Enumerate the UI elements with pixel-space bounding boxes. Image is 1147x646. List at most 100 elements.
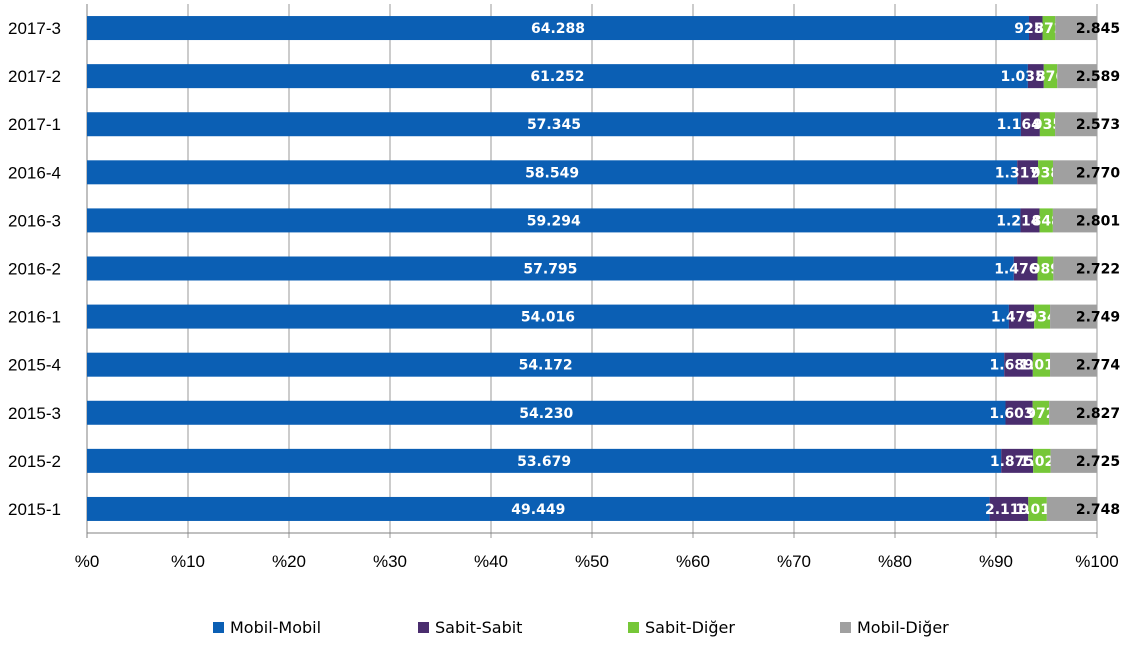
- data-label: 54.172: [519, 358, 573, 374]
- data-label: 2.119: [985, 502, 1029, 518]
- bar-3: [1042, 16, 1056, 41]
- bar-2: [1008, 304, 1035, 329]
- x-tick-label: %70: [777, 552, 811, 571]
- category-label: 2015-4: [8, 356, 61, 375]
- data-label: 1.603: [989, 406, 1033, 422]
- legend: Mobil-Mobil Sabit-Sabit Sabit-Diğer Mobil-D…: [0, 618, 1147, 642]
- legend-swatch: [213, 622, 224, 633]
- bar-3: [1032, 352, 1051, 377]
- legend-label: Mobil-Mobil: [230, 618, 322, 637]
- bar-2: [989, 496, 1029, 521]
- bar-4: [1050, 352, 1097, 377]
- legend-label: Sabit-Diğer: [645, 618, 735, 637]
- bar-1: [87, 304, 1009, 329]
- category-label: 2017-3: [8, 19, 61, 38]
- bar-1: [87, 64, 1028, 89]
- category-label: 2015-1: [8, 500, 61, 519]
- bar-4: [1055, 16, 1097, 41]
- x-tick-label: %40: [474, 552, 508, 571]
- data-label: 2.589: [1076, 69, 1120, 85]
- bar-1: [87, 496, 990, 521]
- bar-2: [1004, 352, 1033, 377]
- x-tick-label: %100: [1075, 552, 1118, 571]
- bar-4: [1052, 208, 1097, 233]
- data-label: 59.294: [527, 213, 581, 229]
- data-label: 2.770: [1076, 165, 1121, 181]
- category-label: 2017-1: [8, 115, 61, 134]
- data-label: 1.317: [995, 165, 1039, 181]
- bar-3: [1034, 304, 1051, 329]
- bar-2: [1027, 64, 1044, 89]
- category-label: 2016-2: [8, 260, 61, 279]
- x-tick-label: %90: [979, 552, 1013, 571]
- bar-3: [1033, 448, 1051, 473]
- bar-1: [87, 208, 1021, 233]
- bar-2: [1013, 256, 1038, 281]
- bar-2: [1001, 448, 1034, 473]
- data-label: 54.230: [519, 406, 573, 422]
- data-label: 934: [1027, 310, 1056, 326]
- bar-4: [1055, 112, 1097, 137]
- legend-swatch: [840, 622, 851, 633]
- bar-4: [1050, 448, 1097, 473]
- bar-4: [1049, 400, 1097, 425]
- bar-2: [1017, 160, 1039, 185]
- bar-3: [1038, 160, 1053, 185]
- x-tick-label: %50: [575, 552, 609, 571]
- data-label: 2.748: [1076, 502, 1120, 518]
- data-label: 57.345: [527, 117, 581, 133]
- data-label: 1.476: [994, 262, 1038, 278]
- data-label: 2.845: [1076, 21, 1120, 37]
- category-label: 2015-2: [8, 452, 61, 471]
- x-tick-label: %20: [272, 552, 306, 571]
- bar-4: [1057, 64, 1097, 89]
- bar-3: [1043, 64, 1058, 89]
- bar-4: [1053, 256, 1097, 281]
- legend-label: Sabit-Sabit: [435, 618, 523, 637]
- category-labels: 2017-3 2017-2 2017-1 2016-4 2016-3 2016-2 2016…: [8, 19, 61, 519]
- x-tick-label: %30: [373, 552, 407, 571]
- bar-2: [1028, 16, 1043, 41]
- bar-1: [87, 112, 1021, 137]
- x-tick-labels: %0 %10 %20 %30 %40 %50 %60 %70 %80 %90 %100: [75, 552, 1119, 571]
- data-label: 1.479: [991, 310, 1035, 326]
- x-tick-label: %60: [676, 552, 710, 571]
- bar-2: [1020, 112, 1040, 137]
- legend-label: Mobil-Diğer: [857, 618, 949, 637]
- x-tick-label: %0: [75, 552, 100, 571]
- bar-1: [87, 256, 1014, 281]
- data-label: 1.164: [997, 117, 1042, 133]
- data-label: 972: [1026, 406, 1055, 422]
- bar-3: [1037, 256, 1054, 281]
- bar-3: [1032, 400, 1050, 425]
- data-label: 938: [1031, 165, 1060, 181]
- bar-2: [1020, 208, 1040, 233]
- category-label: 2016-4: [8, 163, 61, 182]
- data-label: 989: [1031, 262, 1060, 278]
- category-label: 2016-3: [8, 211, 61, 230]
- category-label: 2017-2: [8, 67, 61, 86]
- data-label: 58.549: [525, 165, 579, 181]
- data-label: 2.827: [1076, 406, 1120, 422]
- data-label: 935: [1033, 117, 1062, 133]
- x-tick-label: %80: [878, 552, 912, 571]
- legend-item: Sabit-Sabit: [418, 618, 522, 637]
- bar-2: [1005, 400, 1033, 425]
- bar-4: [1052, 160, 1097, 185]
- data-label: 2.722: [1076, 262, 1120, 278]
- x-tick-label: %10: [171, 552, 205, 571]
- data-label: 53.679: [517, 454, 571, 470]
- category-label: 2016-1: [8, 308, 61, 327]
- data-label: 925: [1014, 21, 1043, 37]
- bar-1: [87, 448, 1002, 473]
- legend-item: Mobil-Diğer: [840, 618, 949, 637]
- legend-item: Sabit-Diğer: [628, 618, 735, 637]
- bar-1: [87, 400, 1006, 425]
- bar-1: [87, 352, 1005, 377]
- data-label: 1.214: [996, 213, 1041, 229]
- data-label: 54.016: [521, 310, 575, 326]
- data-label: 49.449: [511, 502, 565, 518]
- data-label: 2.774: [1076, 358, 1121, 374]
